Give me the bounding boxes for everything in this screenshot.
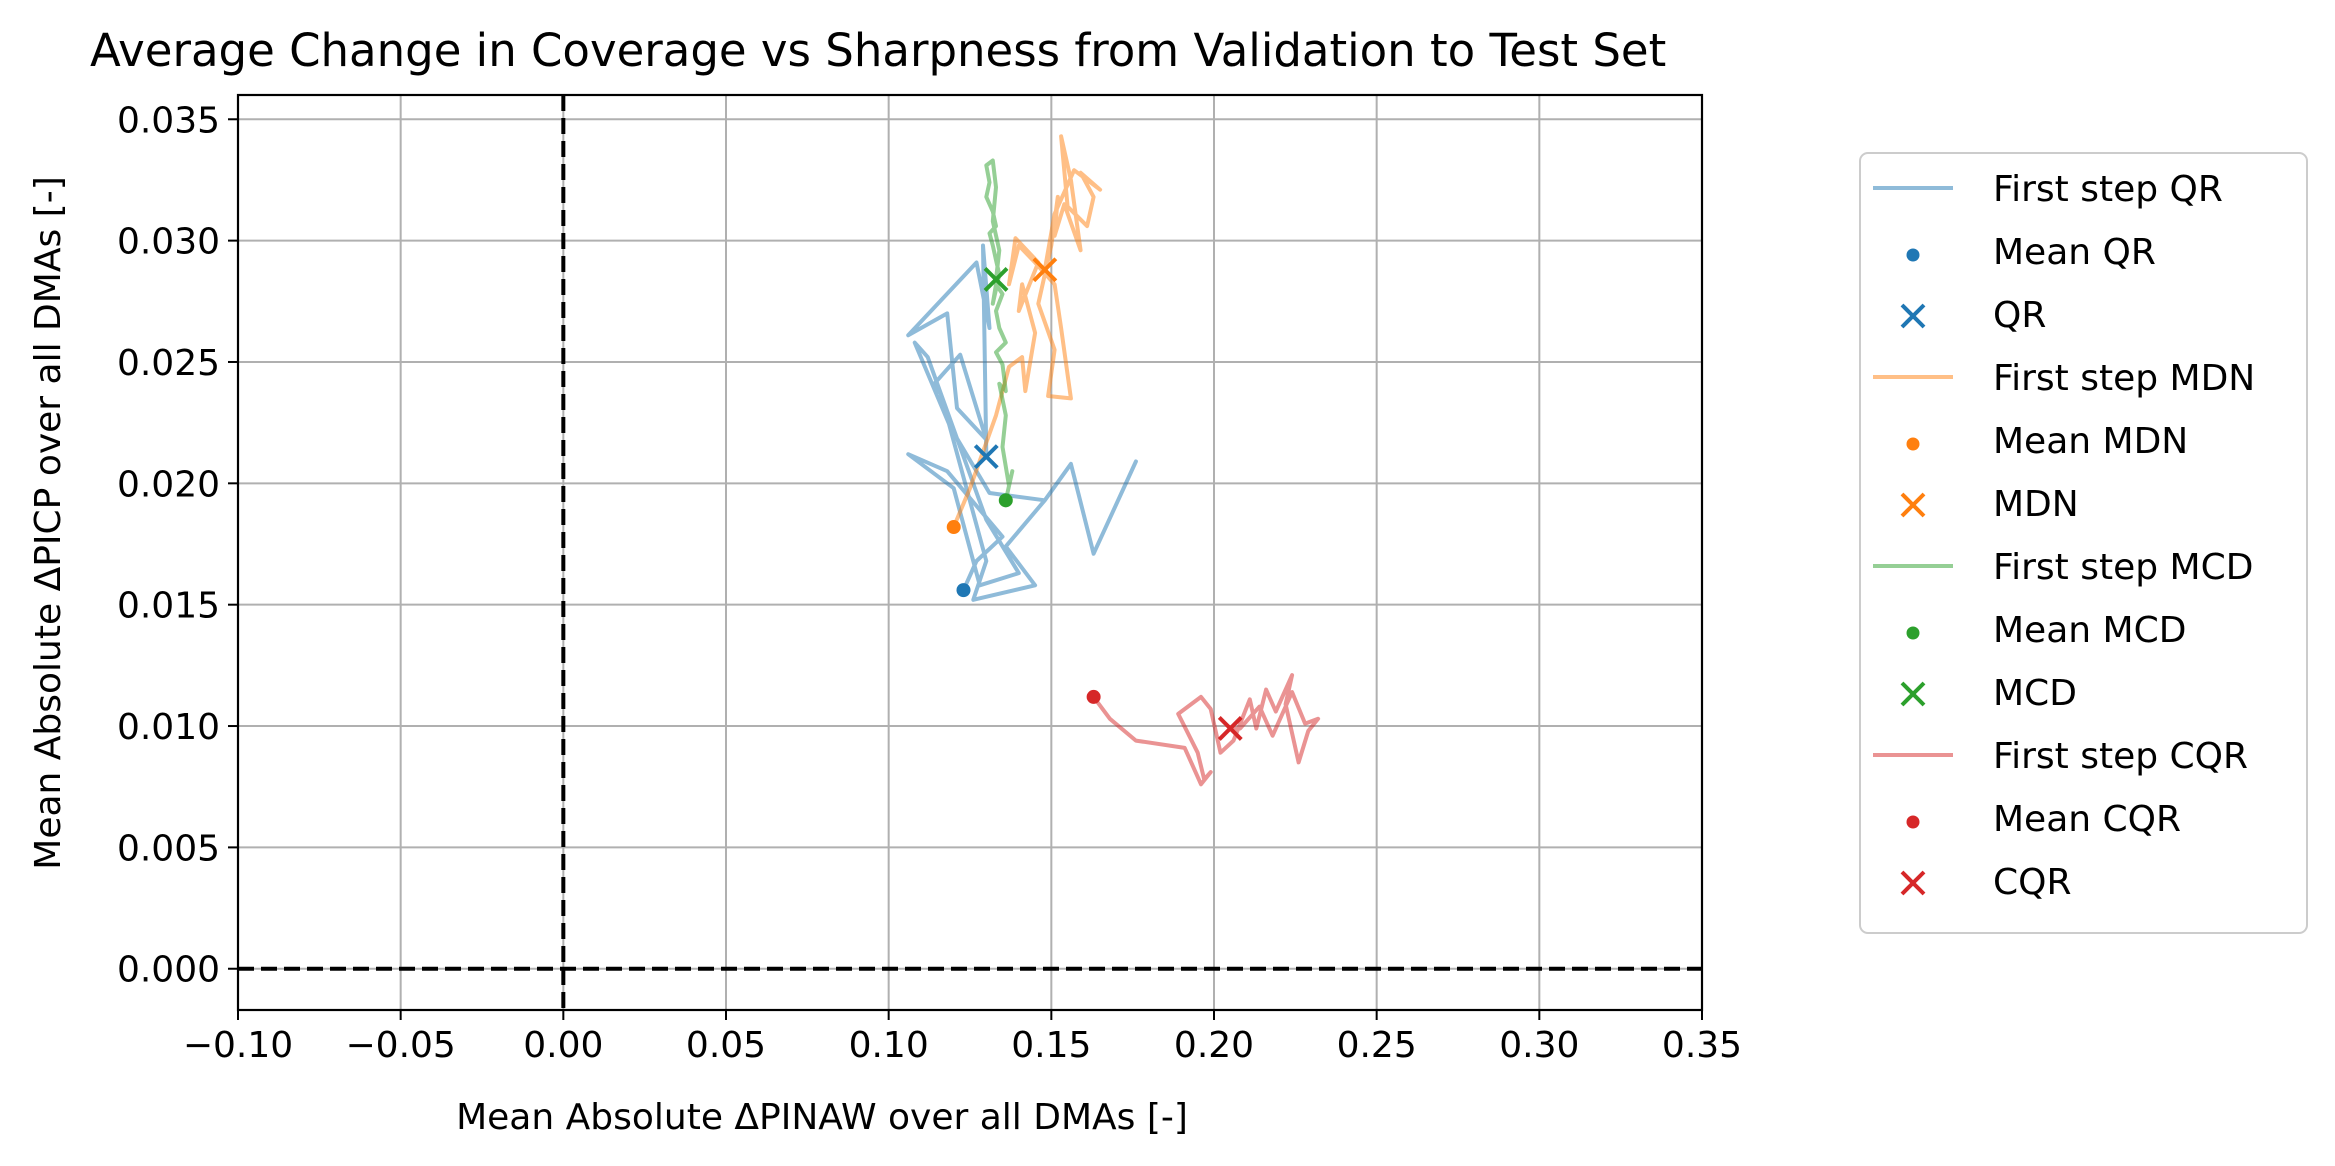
legend-label: MDN xyxy=(1993,484,2079,525)
reference-lines xyxy=(238,95,1702,1010)
legend-box xyxy=(1859,152,2308,934)
y-tick-label: 0.020 xyxy=(117,464,220,505)
x-tick-label: −0.05 xyxy=(346,1025,456,1066)
legend-item-qr: QR xyxy=(1900,295,2046,336)
x-tick-label: 0.20 xyxy=(1174,1025,1254,1066)
final-marker-stroke xyxy=(1217,716,1243,741)
legend: First step QR Mean QR QR First step MDN Mean… xyxy=(1859,152,2308,934)
series-cqr xyxy=(1091,673,1321,787)
legend-x-swatch xyxy=(1900,870,1926,896)
y-tick-label: 0.030 xyxy=(117,222,220,263)
legend-item-mean-mdn: Mean MDN xyxy=(1906,421,2188,462)
legend-x-swatch xyxy=(1900,681,1926,707)
legend-item-first-step-mdn: First step MDN xyxy=(1873,358,2255,399)
mean-point-cqr xyxy=(1086,689,1101,704)
y-tick-label: 0.035 xyxy=(117,100,220,141)
legend-dot-swatch xyxy=(1906,248,1920,262)
series-line-mdn xyxy=(951,134,1103,528)
legend-dot-swatch xyxy=(1906,815,1920,829)
y-tick-label: 0.000 xyxy=(117,950,220,991)
x-tick-label: 0.35 xyxy=(1662,1025,1742,1066)
series-line-qr xyxy=(906,243,1138,602)
x-tick-label: 0.30 xyxy=(1499,1025,1579,1066)
plot-area xyxy=(236,93,1704,1012)
legend-x-swatch xyxy=(1900,492,1926,518)
legend-label: First step MCD xyxy=(1993,547,2253,588)
mean-point-mdn xyxy=(946,520,961,535)
series-line-mcd xyxy=(984,158,1015,501)
legend-dot-swatch xyxy=(1906,437,1920,451)
legend-item-first-step-cqr: First step CQR xyxy=(1873,736,2248,777)
final-marker-qr xyxy=(973,444,999,470)
mean-point-qr xyxy=(956,583,971,598)
x-tick-label: 0.25 xyxy=(1337,1025,1417,1066)
final-marker-stroke xyxy=(973,444,999,470)
chart-title: Average Change in Coverage vs Sharpness … xyxy=(90,24,1666,77)
legend-label: Mean MDN xyxy=(1993,421,2188,462)
legend-item-mean-mcd: Mean MCD xyxy=(1906,610,2186,651)
legend-item-mean-qr: Mean QR xyxy=(1906,232,2156,273)
legend-item-mcd: MCD xyxy=(1900,673,2077,714)
legend-item-cqr: CQR xyxy=(1900,862,2072,903)
legend-label: First step CQR xyxy=(1993,736,2248,777)
series-layer xyxy=(906,134,1321,787)
x-tick-label: 0.00 xyxy=(523,1025,603,1066)
legend-item-mean-cqr: Mean CQR xyxy=(1906,799,2181,840)
x-axis-ticks: −0.10 −0.05 0.00 0.05 0.10 0.15 0.20 0.25 0.30 0.… xyxy=(183,1010,1742,1066)
y-axis-ticks: 0.000 0.005 0.010 0.015 0.020 0.025 0.030 0.035 xyxy=(117,100,238,991)
final-marker-stroke xyxy=(1032,257,1058,283)
legend-item-first-step-qr: First step QR xyxy=(1873,169,2223,210)
y-tick-label: 0.025 xyxy=(117,343,220,384)
legend-label: First step MDN xyxy=(1993,358,2255,399)
x-tick-label: −0.10 xyxy=(183,1025,293,1066)
legend-label: Mean MCD xyxy=(1993,610,2186,651)
mean-point-mcd xyxy=(998,493,1013,508)
x-tick-label: 0.05 xyxy=(686,1025,766,1066)
final-marker-cqr xyxy=(1217,716,1243,741)
legend-item-first-step-mcd: First step MCD xyxy=(1873,547,2253,588)
legend-label: QR xyxy=(1993,295,2046,336)
legend-item-mdn: MDN xyxy=(1900,484,2079,525)
series-mdn xyxy=(951,134,1103,528)
legend-label: MCD xyxy=(1993,673,2077,714)
x-axis-title: Mean Absolute ΔPINAW over all DMAs [-] xyxy=(456,1097,1188,1138)
y-tick-label: 0.005 xyxy=(117,828,220,869)
x-tick-label: 0.15 xyxy=(1011,1025,1091,1066)
legend-dot-swatch xyxy=(1906,626,1920,640)
series-qr xyxy=(906,243,1138,602)
y-tick-label: 0.015 xyxy=(117,586,220,627)
legend-label: Mean QR xyxy=(1993,232,2156,273)
series-mcd xyxy=(984,158,1015,501)
y-axis-title: Mean Absolute ΔPICP over all DMAs [-] xyxy=(28,176,69,869)
legend-label: CQR xyxy=(1993,862,2072,903)
legend-label: First step QR xyxy=(1993,169,2223,210)
final-marker-mdn xyxy=(1032,257,1058,283)
legend-label: Mean CQR xyxy=(1993,799,2181,840)
y-tick-label: 0.010 xyxy=(117,707,220,748)
x-tick-label: 0.10 xyxy=(849,1025,929,1066)
plot-frame xyxy=(236,93,1704,1012)
final-marker-stroke xyxy=(983,267,1009,292)
final-marker-mcd xyxy=(983,267,1009,292)
legend-x-swatch xyxy=(1900,303,1926,329)
series-line-cqr xyxy=(1091,673,1321,787)
